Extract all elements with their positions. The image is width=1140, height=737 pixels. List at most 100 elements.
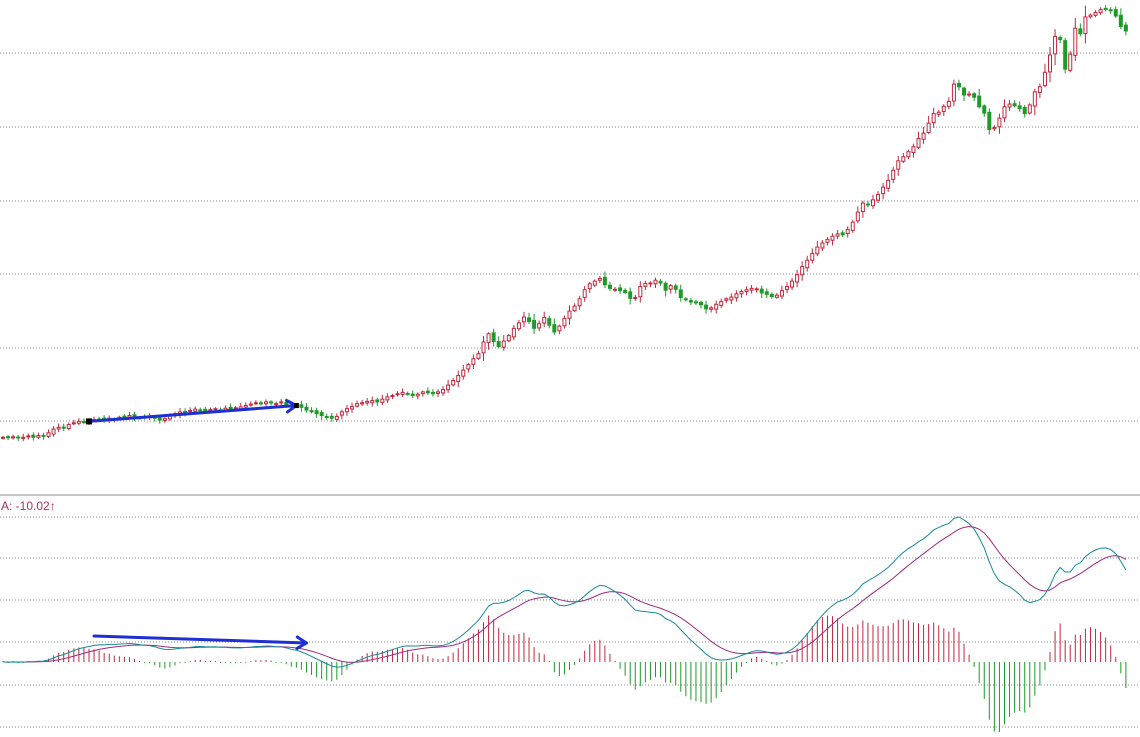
candle-163: [825, 237, 830, 246]
candle-184: [931, 107, 936, 128]
candle-body: [673, 285, 678, 290]
candle-body: [395, 393, 400, 396]
candle-128: [648, 281, 653, 288]
candle-90: [456, 370, 461, 388]
candle-1: [6, 435, 11, 441]
candle-body: [774, 294, 779, 298]
candle-51: [258, 400, 263, 406]
candle-body: [1, 436, 5, 439]
candle-199: [1007, 99, 1012, 111]
candle-body: [876, 193, 881, 201]
candle-196: [992, 125, 997, 131]
candle-168: [850, 219, 855, 233]
candle-body: [724, 298, 729, 301]
candle-body: [1113, 9, 1118, 17]
candle-190: [962, 86, 967, 102]
candle-body: [572, 305, 577, 312]
candle-body: [1022, 106, 1027, 115]
candle-body: [815, 246, 820, 255]
candle-body: [11, 436, 16, 439]
candle-192: [972, 92, 977, 101]
candle-body: [380, 398, 385, 403]
candle-body: [967, 93, 972, 96]
candle-155: [784, 282, 789, 294]
candle-187: [946, 97, 951, 110]
candle-body: [643, 282, 648, 287]
candle-body: [26, 435, 31, 438]
candle-197: [997, 113, 1002, 134]
candle-203: [1027, 103, 1032, 115]
candle-177: [896, 155, 901, 176]
candle-108: [547, 315, 552, 329]
candle-134: [678, 284, 683, 302]
candle-78: [395, 391, 400, 397]
candle-body: [506, 335, 511, 342]
candle-body: [860, 202, 865, 212]
candle-76: [385, 393, 390, 404]
candle-body: [339, 411, 344, 416]
candle-body: [415, 393, 420, 397]
candle-body: [562, 317, 567, 327]
candle-114: [577, 295, 582, 310]
candle-156: [790, 277, 795, 290]
candle-body: [800, 266, 805, 276]
candle-53: [269, 400, 274, 406]
candle-213: [1078, 23, 1083, 37]
candle-175: [886, 174, 891, 192]
candle-body: [592, 280, 597, 286]
candle-body: [739, 291, 744, 295]
arrow-end-marker: [293, 403, 299, 409]
candle-189: [956, 79, 961, 91]
candle-body: [749, 287, 754, 291]
candle-body: [410, 393, 415, 397]
candle-body: [516, 322, 521, 330]
candle-133: [673, 283, 678, 294]
candle-body: [1083, 16, 1088, 35]
candle-body: [987, 111, 992, 130]
candle-body: [1017, 105, 1022, 110]
candle-body: [648, 282, 653, 285]
candle-111: [562, 315, 567, 329]
candle-body: [319, 411, 324, 417]
candle-218: [1103, 5, 1108, 12]
candle-body: [1037, 86, 1042, 93]
candle-80: [405, 391, 410, 396]
candle-body: [663, 282, 668, 291]
candle-body: [618, 287, 623, 292]
candle-191: [967, 91, 972, 98]
candle-body: [420, 391, 425, 395]
candle-body: [461, 369, 466, 377]
candle-215: [1088, 13, 1093, 19]
candle-body: [542, 316, 547, 324]
candle-body: [299, 404, 304, 408]
candle-body: [845, 228, 850, 235]
candle-body: [759, 288, 764, 294]
candle-186: [941, 104, 946, 117]
candle-body: [31, 434, 36, 438]
candle-10: [51, 426, 56, 437]
candle-body: [557, 325, 562, 332]
candle-body: [198, 409, 203, 412]
candle-68: [344, 404, 349, 416]
candle-214: [1083, 5, 1088, 44]
candle-body: [972, 93, 977, 98]
candle-212: [1073, 18, 1078, 61]
candle-0: [1, 435, 5, 440]
macd-value-readout: A: -10.02↑: [1, 499, 56, 513]
candle-body: [243, 405, 248, 408]
candle-112: [567, 305, 572, 325]
candle-body: [1007, 103, 1012, 108]
candle-122: [618, 284, 623, 295]
candle-83: [420, 390, 425, 397]
candle-135: [683, 297, 688, 302]
candle-50: [253, 400, 258, 406]
candle-72: [365, 398, 370, 406]
candle-137: [693, 299, 698, 305]
candle-body: [486, 333, 491, 343]
candle-body: [370, 400, 375, 404]
candle-body: [1108, 9, 1113, 12]
candle-92: [466, 362, 471, 373]
arrow-shaft: [92, 634, 308, 645]
candle-67: [339, 409, 344, 420]
